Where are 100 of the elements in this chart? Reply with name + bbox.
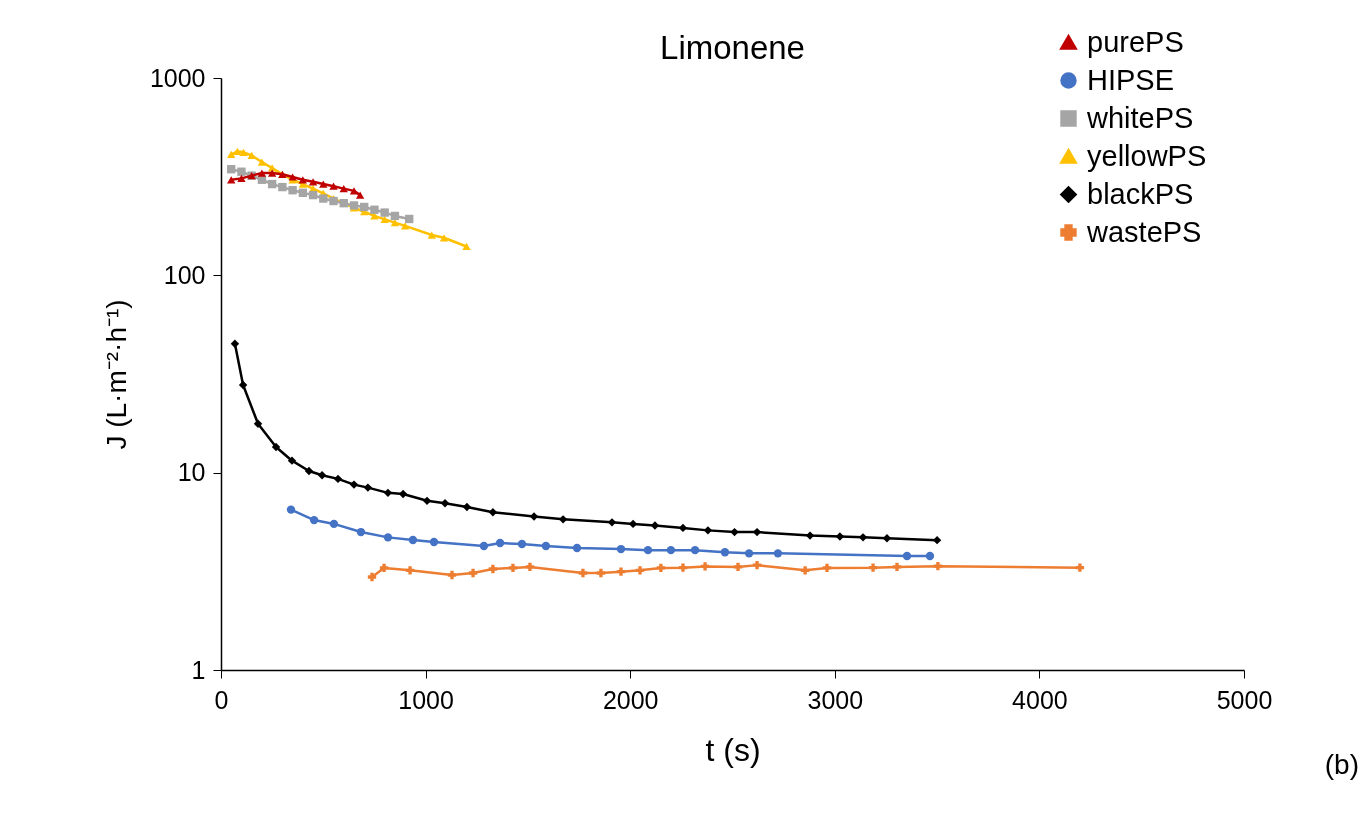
x-axis-title: t (s) <box>705 731 761 768</box>
point <box>572 543 582 553</box>
point <box>349 480 359 489</box>
point <box>227 150 236 159</box>
point <box>271 442 281 452</box>
point <box>635 566 645 575</box>
point <box>678 563 688 572</box>
legend-label: whitePS <box>1086 101 1194 134</box>
point <box>700 562 710 571</box>
point <box>439 234 449 242</box>
point <box>405 214 414 224</box>
point <box>1075 563 1085 572</box>
point <box>360 202 369 212</box>
point <box>525 562 535 572</box>
point <box>367 572 377 582</box>
point <box>858 533 868 542</box>
point <box>408 535 418 545</box>
point <box>257 169 267 177</box>
point <box>237 174 246 182</box>
point <box>227 176 236 184</box>
chart-title: Limonene <box>660 29 805 66</box>
point <box>892 562 902 572</box>
x-tick-label: 4000 <box>1012 685 1068 714</box>
point <box>643 545 653 555</box>
point <box>462 502 472 512</box>
point <box>607 518 617 527</box>
point <box>616 567 626 576</box>
point <box>805 531 815 540</box>
point <box>253 419 263 428</box>
point <box>298 176 308 184</box>
point <box>380 208 389 217</box>
point <box>541 541 551 551</box>
point <box>287 456 297 465</box>
point <box>730 527 739 537</box>
point <box>319 180 328 188</box>
point <box>237 167 246 176</box>
point <box>286 505 296 514</box>
point <box>744 549 754 558</box>
point <box>720 548 730 557</box>
point <box>333 474 343 484</box>
point <box>319 194 328 203</box>
point <box>925 551 935 561</box>
point <box>339 185 348 193</box>
point <box>329 182 338 190</box>
point <box>317 471 327 480</box>
point <box>666 545 676 555</box>
point <box>267 169 277 177</box>
point <box>383 488 393 498</box>
point <box>405 566 415 575</box>
point <box>267 179 277 189</box>
legend-label: HIPSE <box>1087 63 1175 96</box>
point <box>822 563 832 573</box>
point <box>278 182 287 192</box>
point <box>355 191 365 199</box>
point <box>383 533 393 542</box>
point <box>308 178 318 186</box>
point <box>517 539 527 549</box>
point <box>678 523 688 533</box>
legend-label: blackPS <box>1087 177 1194 210</box>
y-tick-label: 1 <box>191 655 206 684</box>
point <box>529 512 539 521</box>
point <box>882 534 892 543</box>
point <box>462 242 471 251</box>
point <box>733 562 743 572</box>
point <box>690 545 700 555</box>
x-tick-label: 1000 <box>398 685 454 714</box>
point <box>835 532 845 541</box>
point <box>447 570 457 580</box>
legend-label: yellowPS <box>1087 139 1207 172</box>
point <box>427 231 436 239</box>
y-axis-title: J (L·m⁻²·h⁻¹) <box>100 299 132 450</box>
point <box>932 535 942 545</box>
legend-label: purePS <box>1087 25 1184 58</box>
point <box>488 564 498 574</box>
point <box>308 190 318 200</box>
point <box>239 148 248 156</box>
y-tick-label: 1000 <box>149 63 206 92</box>
point <box>398 489 408 499</box>
point <box>868 563 878 572</box>
point <box>429 537 439 547</box>
point <box>288 186 297 195</box>
x-tick-label: 3000 <box>807 685 864 714</box>
point <box>380 215 389 224</box>
point <box>329 519 339 529</box>
point <box>488 508 498 517</box>
point <box>233 147 242 155</box>
point <box>479 541 489 551</box>
point <box>558 515 568 524</box>
point <box>596 568 606 578</box>
point <box>508 563 518 573</box>
point <box>247 151 256 160</box>
point <box>902 551 912 561</box>
point <box>304 466 314 476</box>
point <box>370 205 379 214</box>
x-tick-label: 5000 <box>1216 685 1273 714</box>
point <box>257 158 267 166</box>
point <box>370 212 379 220</box>
point <box>227 165 236 174</box>
point <box>356 527 366 537</box>
point <box>650 521 660 530</box>
